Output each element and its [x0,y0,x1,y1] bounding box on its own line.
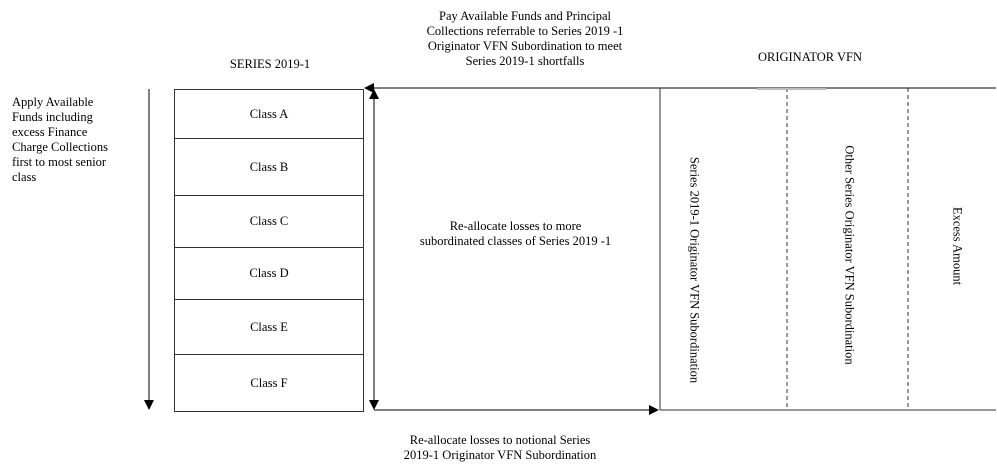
class-b-label: Class B [249,159,289,174]
middle-note: Re-allocate losses to more subordinated … [419,219,612,248]
vfn-series-2019-1-label: Series 2019-1 Originator VFN Subordinati… [687,156,702,384]
class-a-label: Class A [249,106,289,121]
class-f-box: Class F [174,354,364,412]
class-b-box: Class B [174,138,364,196]
left-note: Apply Available Funds including excess F… [12,95,108,184]
class-a-box: Class A [174,89,364,139]
class-e-box: Class E [174,299,364,355]
class-c-label: Class C [249,214,289,228]
vfn-excess-amount-label: Excess Amount [950,206,965,286]
originator-title: ORIGINATOR VFN [757,50,863,64]
top-note: Pay Available Funds and Principal Collec… [426,9,624,68]
class-d-box: Class D [174,247,364,300]
class-c-box: Class C [174,195,364,248]
bottom-note: Re-allocate losses to notional Series 20… [403,433,597,462]
series-title: SERIES 2019-1 [229,57,311,71]
class-e-label: Class E [250,319,288,334]
class-d-label: Class D [249,266,289,280]
class-f-label: Class F [250,375,288,390]
vfn-other-series-label: Other Series Originator VFN Subordinatio… [842,145,857,365]
